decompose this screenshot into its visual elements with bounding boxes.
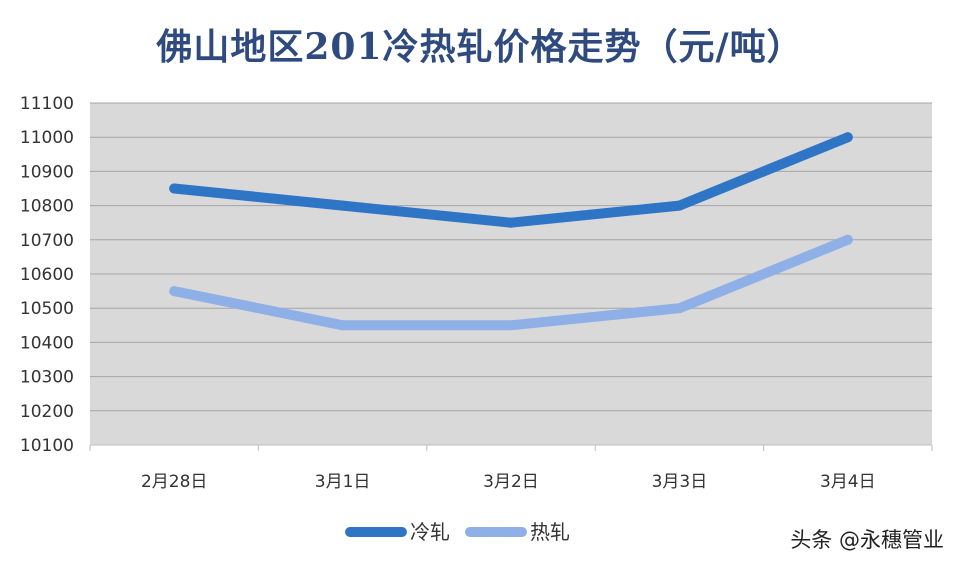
y-tick-label: 11000 bbox=[20, 128, 74, 148]
x-tick-label: 2月28日 bbox=[141, 472, 207, 492]
y-tick-label: 10600 bbox=[20, 265, 74, 285]
x-tick-label: 3月1日 bbox=[315, 472, 371, 492]
y-tick-label: 10300 bbox=[20, 368, 74, 388]
y-tick-label: 10400 bbox=[20, 333, 74, 353]
data-point bbox=[337, 200, 348, 211]
y-tick-label: 11100 bbox=[20, 94, 74, 114]
data-point bbox=[506, 320, 516, 331]
legend: 冷轧 热轧 bbox=[345, 520, 570, 544]
chart-title: 佛山地区201冷热轧价格走势（元/吨） bbox=[156, 26, 804, 68]
y-tick-label: 10800 bbox=[20, 197, 74, 217]
data-point bbox=[674, 200, 685, 211]
data-point bbox=[842, 234, 853, 245]
data-point bbox=[674, 303, 685, 314]
data-point bbox=[169, 286, 180, 297]
data-point bbox=[506, 217, 516, 228]
data-point bbox=[337, 320, 348, 331]
x-tick-label: 3月2日 bbox=[483, 472, 539, 492]
y-tick-label: 10200 bbox=[20, 402, 74, 422]
y-tick-label: 10900 bbox=[20, 162, 74, 182]
data-point bbox=[169, 183, 180, 194]
legend-label: 热轧 bbox=[530, 520, 570, 544]
y-tick-label: 10700 bbox=[20, 231, 74, 251]
legend-label: 冷轧 bbox=[410, 520, 450, 544]
data-point bbox=[842, 132, 853, 143]
series-lines bbox=[169, 132, 853, 331]
axes: 11100 11000 10900 10800 10700 10600 10500 10400… bbox=[20, 94, 933, 492]
x-tick-label: 3月4日 bbox=[820, 472, 876, 492]
watermark-text: 头条 @永穗管业 bbox=[790, 528, 944, 552]
x-tick-label: 3月3日 bbox=[652, 472, 708, 492]
y-tick-label: 10500 bbox=[20, 299, 74, 319]
y-tick-label: 10100 bbox=[20, 436, 74, 456]
